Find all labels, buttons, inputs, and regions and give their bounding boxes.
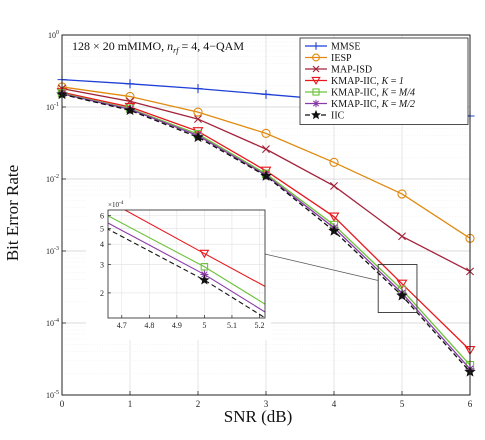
y-tick-label: 10-3 [46, 246, 59, 256]
x-tick-label: 3 [264, 399, 269, 409]
inset-x-tick-label: 5.2 [254, 321, 264, 330]
legend-label: IESP [331, 53, 352, 64]
inset-x-tick-label: 5.1 [227, 321, 237, 330]
marker [311, 109, 321, 120]
x-tick-label: 5 [400, 399, 405, 409]
inset-y-tick-label: 4 [100, 240, 104, 249]
marker [200, 270, 209, 279]
marker [260, 170, 272, 181]
marker [311, 76, 321, 86]
legend-box [299, 37, 469, 125]
inset-x-tick-label: 4.9 [172, 321, 182, 330]
legend-label: IIC [331, 111, 345, 122]
legend-label: KMAP-IIC, K = M/4 [331, 88, 415, 99]
legend-item: KMAP-IIC, K = 1 [305, 76, 404, 87]
legend-item: IIC [305, 109, 345, 122]
marker [261, 89, 271, 99]
legend-label: KMAP-IIC, K = 1 [331, 76, 404, 87]
inset-y-tick-label: 5 [100, 224, 104, 233]
marker [193, 107, 203, 117]
marker [312, 99, 320, 108]
inset-y-multiplier: ×10-4 [108, 200, 124, 209]
marker [312, 42, 320, 50]
y-tick-label: 10-2 [46, 174, 59, 184]
inset-x-tick-label: 5 [202, 321, 206, 330]
inset-series-line [123, 210, 265, 287]
series-2 [58, 84, 474, 276]
x-tick-label: 1 [128, 399, 133, 409]
legend-label: KMAP-IIC, K = M/2 [331, 99, 415, 110]
inset-x-tick-label: 4.8 [144, 321, 154, 330]
marker [312, 53, 320, 62]
inset-x-tick-label: 4.7 [117, 321, 127, 330]
inset-y-tick-label: 2 [100, 289, 104, 298]
x-tick-label: 6 [468, 399, 473, 409]
marker [200, 263, 209, 271]
x-tick-label: 4 [332, 399, 337, 409]
marker [125, 79, 135, 89]
marker [262, 145, 270, 154]
marker [193, 84, 203, 94]
legend-item: IESP [305, 53, 352, 64]
x-tick-label: 2 [196, 399, 201, 409]
marker [398, 232, 406, 241]
legend-item: MMSE [305, 42, 360, 53]
series-line [61, 86, 471, 239]
y-axis-label: Bit Error Rate [3, 165, 22, 261]
x-tick-label: 0 [60, 399, 65, 409]
marker [260, 166, 272, 176]
marker [312, 65, 320, 73]
marker [328, 224, 340, 236]
marker [329, 157, 339, 168]
marker [194, 115, 202, 124]
x-axis-label: SNR (dB) [224, 407, 292, 426]
marker [199, 274, 210, 285]
marker [330, 181, 338, 190]
inset-series-group [108, 210, 265, 318]
marker [261, 128, 271, 138]
legend-label: MAP-ISD [331, 65, 372, 76]
marker [397, 189, 407, 199]
y-tick-label: 10-4 [46, 318, 59, 328]
marker [192, 131, 204, 143]
y-tick-label: 10-5 [46, 390, 59, 400]
marker [199, 249, 210, 259]
legend-item: KMAP-IIC, K = M/4 [305, 88, 415, 99]
legend-label: MMSE [331, 42, 360, 53]
marker [328, 212, 340, 222]
marker [396, 289, 408, 301]
y-tick-label: 100 [48, 30, 59, 40]
marker [124, 104, 136, 116]
marker [192, 127, 204, 137]
y-tick-label: 10-1 [46, 102, 59, 112]
zoom-connector [264, 253, 379, 281]
inset-series-line [108, 215, 265, 305]
legend-item: MAP-ISD [305, 65, 372, 76]
marker [396, 279, 408, 289]
inset-y-tick-label: 3 [100, 260, 104, 269]
legend-item: KMAP-IIC, K = M/2 [305, 99, 415, 110]
inset-frame [107, 209, 266, 319]
chart-annotation: 128 × 20 mMIMO, nrf = 4, 4−QAM [72, 39, 244, 55]
inset-background [86, 198, 271, 340]
inset-y-tick-label: 6 [100, 212, 104, 221]
marker [312, 88, 320, 96]
zoom-box [377, 264, 418, 313]
